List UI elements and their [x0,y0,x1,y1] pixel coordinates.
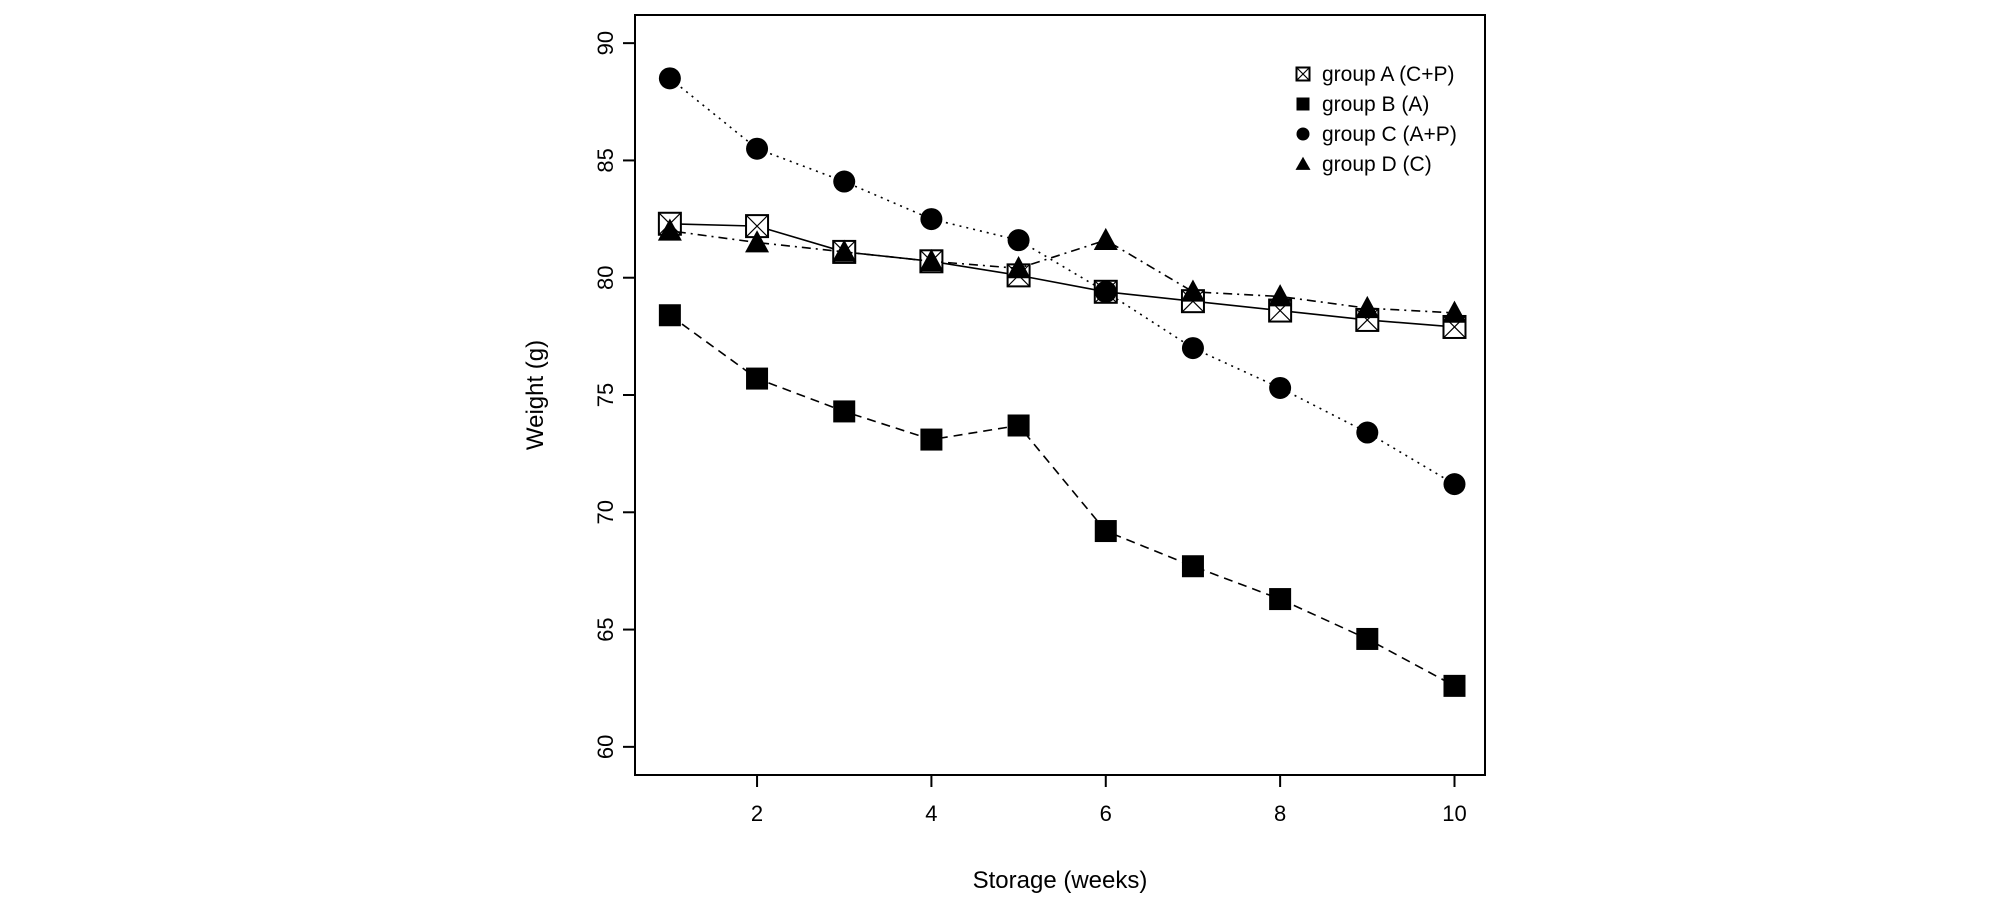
axes: 2 4 6 8 10 60 65 70 75 80 85 90 [593,31,1467,826]
data-point-1-3 [920,428,943,451]
legend-label-3: group D (C) [1322,153,1432,176]
legend-marker-1 [1296,97,1310,111]
data-point-1-9 [1443,674,1466,697]
series-1 [658,304,1466,697]
data-point-1-5 [1094,520,1117,543]
series-0 [657,211,1467,339]
data-point-3-0 [657,218,682,241]
series-3 [657,218,1467,323]
x-tick-label: 4 [925,801,937,826]
y-tick-label: 75 [593,383,618,407]
series-2 [658,67,1466,496]
data-point-2-8 [1356,421,1379,444]
data-point-1-0 [658,304,681,327]
data-point-3-9 [1442,300,1467,323]
legend-marker-3 [1295,156,1311,170]
legend-label-1: group B (A) [1322,93,1429,116]
legend-marker-0 [1295,66,1311,82]
data-point-3-3 [919,248,944,272]
y-tick-label: 65 [593,617,618,641]
legend-marker-2 [1296,127,1310,141]
x-tick-label: 8 [1274,801,1286,826]
data-point-3-6 [1180,279,1205,302]
data-point-1-7 [1269,588,1292,611]
x-tick-label: 2 [751,801,763,826]
data-point-2-0 [658,67,681,90]
y-tick-label: 85 [593,148,618,172]
x-tick-label: 10 [1442,801,1466,826]
series-layer [657,67,1467,697]
data-point-3-4 [1006,256,1031,279]
data-point-2-7 [1269,376,1292,399]
data-point-3-5 [1093,227,1118,251]
x-axis-title: Storage (weeks) [973,867,1148,894]
data-point-3-8 [1355,295,1380,319]
y-tick-label: 90 [593,31,618,55]
legend-label-0: group A (C+P) [1322,63,1455,86]
data-point-2-5 [1094,280,1117,303]
data-point-1-4 [1007,414,1030,437]
data-point-2-1 [746,137,769,160]
data-point-1-1 [746,367,769,390]
series-line-3 [669,230,1455,314]
y-axis-title: Weight (g) [522,340,549,450]
data-point-1-6 [1181,555,1204,578]
legend-label-2: group C (A+P) [1322,123,1457,146]
series-line-1 [669,314,1455,687]
data-point-0-1 [745,214,770,239]
data-point-1-8 [1356,627,1379,650]
data-point-2-3 [920,208,943,231]
y-tick-label: 60 [593,735,618,759]
data-point-1-2 [833,400,856,423]
series-line-0 [669,222,1455,328]
data-point-3-7 [1268,284,1293,307]
legend: group A (C+P) group B (A) group C (A+P) gro… [1295,63,1457,176]
data-point-2-4 [1007,229,1030,252]
x-tick-label: 6 [1100,801,1112,826]
y-tick-label: 80 [593,265,618,289]
data-point-2-6 [1181,337,1204,360]
y-tick-label: 70 [593,500,618,524]
data-point-3-2 [832,239,857,262]
data-point-2-9 [1443,473,1466,496]
data-point-2-2 [833,170,856,193]
data-point-3-1 [745,230,770,253]
